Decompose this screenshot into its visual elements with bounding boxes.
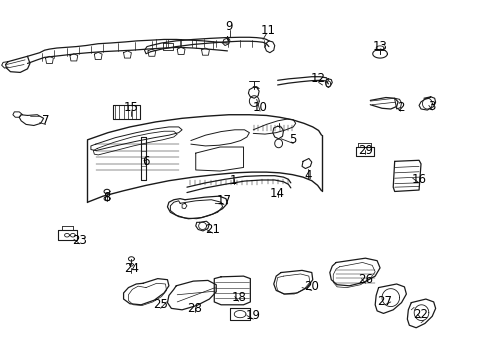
Text: 19: 19 [245,309,260,322]
Text: 21: 21 [205,223,220,236]
Text: 1: 1 [229,174,237,186]
Text: 29: 29 [357,144,372,157]
Text: 12: 12 [310,72,325,85]
Text: 15: 15 [123,101,139,114]
Text: 17: 17 [216,194,231,207]
Text: 22: 22 [413,308,427,321]
Text: 23: 23 [72,234,87,247]
Text: 28: 28 [187,302,202,315]
Text: 26: 26 [357,273,372,286]
Text: 2: 2 [396,101,404,114]
Text: 14: 14 [269,187,285,200]
Text: 27: 27 [377,295,392,308]
Text: 20: 20 [304,280,319,293]
Text: 5: 5 [289,133,296,146]
Text: 3: 3 [427,100,435,113]
Text: 9: 9 [224,20,232,33]
Text: 7: 7 [41,114,49,127]
Text: 4: 4 [304,169,311,182]
Text: 13: 13 [372,40,386,53]
Text: 11: 11 [260,24,275,37]
Text: 10: 10 [252,101,267,114]
Text: 6: 6 [142,155,149,168]
Text: 18: 18 [231,291,245,304]
Text: 24: 24 [123,262,139,275]
Text: 8: 8 [103,191,110,204]
Text: 16: 16 [411,173,426,186]
Text: 25: 25 [153,298,168,311]
